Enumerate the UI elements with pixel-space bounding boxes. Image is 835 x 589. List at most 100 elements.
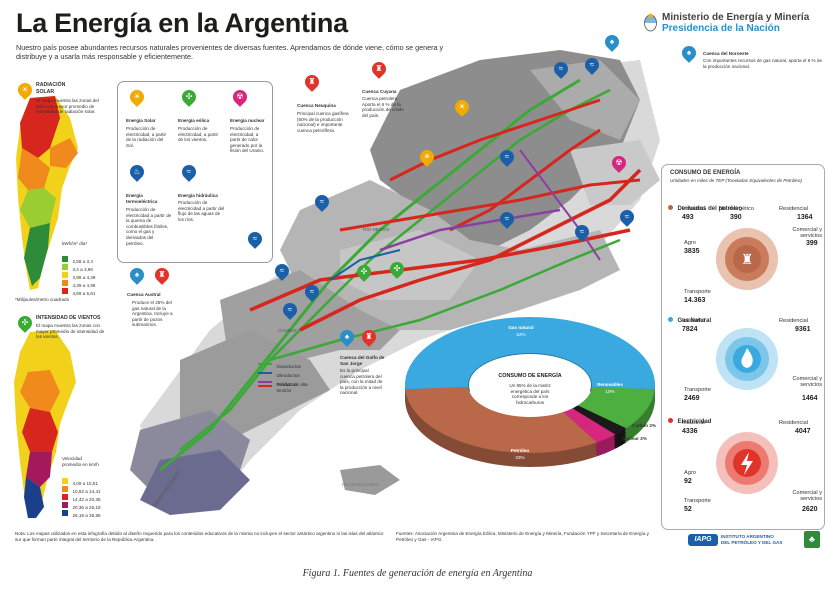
cons-value: 493: [682, 214, 694, 221]
wind-legend-label: 26,19 a 35,95: [72, 513, 101, 518]
wind-turbine-pin-icon: ✣: [354, 262, 374, 282]
gas-flame-pin-icon: ♠: [602, 32, 622, 52]
argentina-3d-map: [100, 30, 670, 530]
wind-turbine-pin-icon: ✣: [387, 259, 407, 279]
wind-legend-swatch: [62, 501, 68, 508]
donut-value-renovables: 10%: [605, 389, 615, 394]
cons-value: 14.363: [684, 297, 706, 304]
cons-label: Industrial: [682, 318, 705, 324]
sun-pin-icon: ☀: [417, 147, 437, 167]
iapg-line-2: DEL PETRÓLEO Y DEL GAS: [721, 539, 783, 545]
donut-label-renovables: Renovables: [597, 382, 623, 387]
cons-value: 92: [684, 478, 692, 485]
network-legend-swatch: [258, 380, 272, 383]
sun-pin-icon: ☀: [15, 80, 35, 100]
energy-type-text: Producción de electricidad, a partir de …: [126, 126, 167, 148]
solar-map-description: El mapa muestra las zonas del país con m…: [36, 98, 99, 115]
oil-rig-pin-icon: ♜: [359, 327, 379, 347]
donut-label-petroleo: Petróleo: [510, 448, 530, 453]
network-legend-label: Poliductos: [276, 382, 298, 387]
iapg-logo: IAPG: [688, 534, 718, 546]
map-label: CHUBUT: [278, 328, 298, 333]
group-header: Gas Natural: [668, 309, 711, 327]
cons-label: Comercial y servicios: [792, 227, 822, 239]
basin-title: Cuenca del Noroeste: [703, 51, 749, 56]
energy-type-text: Producción de electricidad a partir de l…: [126, 207, 172, 246]
wind-legend-label: 4,09 a 10,61: [72, 481, 98, 486]
thermal-pin-icon: ≈: [617, 207, 637, 227]
cons-value: 1464: [802, 395, 818, 402]
donut-label-nuclear-name: Nuclear: [622, 436, 639, 441]
wind-legend-label: 20,36 a 26,18: [72, 505, 101, 510]
energy-donut-chart: [395, 305, 665, 480]
petroleo-ring: ♜: [714, 226, 780, 297]
donut-segment-gas-natural: [405, 317, 655, 390]
energy-type-title: Energía Solar: [126, 118, 156, 123]
cons-label: Residencial: [779, 420, 808, 426]
cons-value: 4336: [682, 428, 698, 435]
donut-title: CONSUMO DE ENERGÍA: [498, 373, 562, 379]
thermal-pin-icon: ≈: [497, 209, 517, 229]
energy-type-title: Energía termoeléctrica: [126, 193, 158, 204]
wind-legend: 4,09 a 10,61 10,62 a 14,41 14,42 a 20,35…: [62, 472, 112, 518]
network-legend-swatch: [258, 371, 272, 374]
cons-label: Residencial: [779, 318, 808, 324]
wind-map-description: El mapa muestra las zonas con mayor prom…: [36, 323, 105, 340]
group-header: Electricidad: [668, 410, 711, 428]
basin-title: Cuenca Cuyana: [362, 89, 397, 94]
wind-legend-label: 10,62 a 14,41: [72, 489, 101, 494]
cons-label: Residencial: [779, 206, 808, 212]
group-dot: [668, 317, 673, 322]
tree-logo-icon: ♣: [804, 531, 820, 548]
donut-value-carbon: 2%: [649, 423, 656, 428]
wind-legend-swatch: [62, 509, 68, 516]
solar-map-title-1: RADIACIÓN: [36, 82, 66, 88]
thermal-pin-icon: ≈: [302, 282, 322, 302]
group-header: Derivados del petróleo: [668, 197, 742, 215]
gas-flame-pin-icon: ♠: [127, 265, 147, 285]
gas-flame-pin-icon: ♠: [337, 327, 357, 347]
donut-label-carbon: Carbón 2%: [632, 423, 656, 429]
cons-value: 390: [730, 214, 742, 221]
cons-label: No energético: [719, 206, 754, 212]
network-legend-swatch: [258, 385, 272, 387]
gas-flame-pin-icon: ♠: [679, 43, 699, 63]
ministry-name: Ministerio de Energía y Minería: [662, 12, 810, 23]
figure-caption: Figura 1. Fuentes de generación de energ…: [302, 568, 533, 579]
cons-label: Agro: [684, 470, 696, 476]
argentina-shield-icon: [644, 12, 657, 32]
donut-label-carbon-name: Carbón: [632, 423, 649, 428]
network-legend: Gasoductos Oleoductos Poliductos Tendido…: [258, 355, 328, 396]
intro-text: Nuestro país posee abundantes recursos n…: [16, 43, 444, 61]
energy-type-title: Energía hidráulica: [178, 193, 218, 198]
basin-text: Cuenca petrolera. Aporta el 6 % de la pr…: [362, 96, 404, 118]
donut-segment-petróleo: [405, 387, 597, 453]
solar-legend-label: 3,98 a 4,39: [72, 275, 96, 280]
cons-label: Transporte: [684, 387, 711, 393]
basin-text: Con importantes recursos de gas natural,…: [703, 58, 822, 69]
oil-rig-pin-icon: ♜: [302, 72, 322, 92]
cons-label: Comercial y servicios: [792, 490, 822, 502]
cons-label: Comercial y servicios: [792, 376, 822, 388]
basin-title: Cuenca del Golfo de San Jorge: [340, 355, 385, 366]
oil-rig-pin-icon: ♜: [152, 265, 172, 285]
gas-ring: [714, 326, 780, 397]
cons-value: 7824: [682, 326, 698, 333]
cons-value: 1364: [797, 214, 813, 221]
solar-note: *Milijoules/metro cuadrado: [15, 297, 70, 302]
group-name: Gas Natural: [677, 318, 712, 324]
thermal-pin-icon: ≈: [572, 222, 592, 242]
thermal-pin-icon: ≈: [272, 261, 292, 281]
solar-legend-label: 4,39 a 4,88: [72, 283, 96, 288]
iapg-name: INSTITUTO ARGENTINO DEL PETRÓLEO Y DEL G…: [721, 534, 782, 545]
donut-segment-renovables: [577, 387, 655, 429]
basin-text: Principal cuenca gasífera (60% de la pro…: [297, 111, 349, 133]
thermal-pin-icon: ≈: [551, 59, 571, 79]
electricidad-ring: [714, 430, 780, 501]
solar-legend-swatch: [62, 287, 68, 294]
group-dot: [668, 418, 673, 423]
basin-title: Cuenca Neuquina: [297, 103, 336, 108]
solar-legend-swatch: [62, 263, 68, 270]
donut-value-petroleo: 33%: [515, 455, 525, 460]
sun-pin-icon: ☀: [452, 97, 472, 117]
